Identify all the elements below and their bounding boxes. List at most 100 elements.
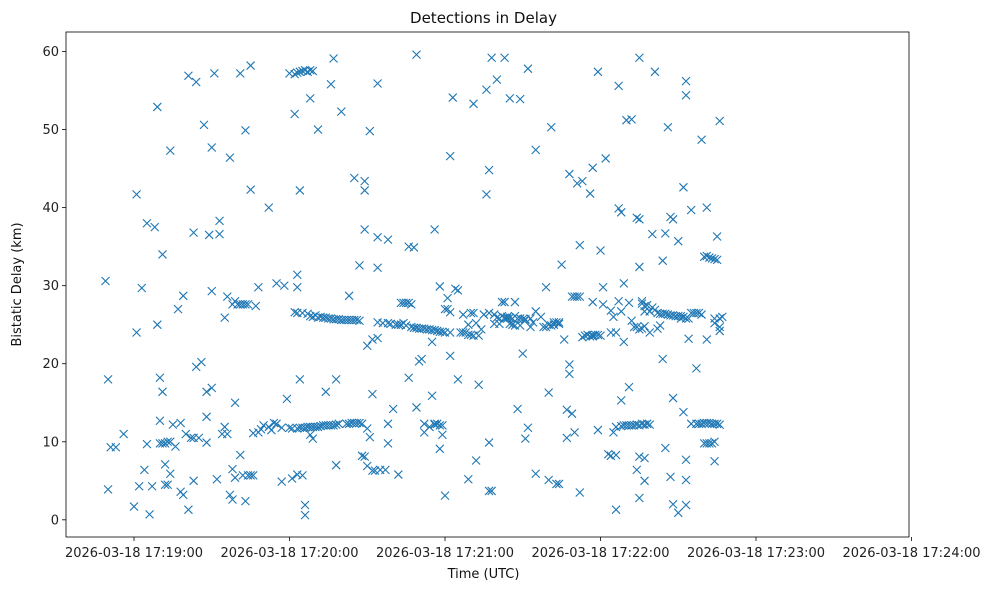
data-point: [565, 360, 574, 369]
data-point: [557, 260, 567, 269]
data-point: [593, 67, 603, 77]
data-point: [692, 364, 701, 373]
data-point: [186, 433, 196, 443]
data-point: [254, 282, 263, 292]
data-point: [632, 213, 642, 223]
data-point: [632, 465, 642, 475]
data-point: [355, 418, 364, 428]
data-point: [300, 510, 310, 520]
data-point: [596, 331, 605, 341]
data-point: [173, 304, 183, 314]
data-point: [360, 176, 370, 186]
data-point: [440, 304, 450, 314]
data-point: [326, 79, 336, 89]
data-point: [704, 253, 714, 262]
data-point: [474, 380, 484, 390]
data-point: [642, 300, 652, 310]
data-point: [634, 324, 644, 334]
data-point: [329, 54, 338, 63]
data-point: [191, 77, 201, 87]
data-point: [279, 281, 289, 291]
data-point: [357, 451, 367, 461]
data-point: [482, 189, 491, 199]
data-point: [681, 455, 691, 465]
data-point: [629, 322, 639, 332]
data-point: [679, 407, 688, 417]
data-point: [373, 79, 383, 88]
data-point: [438, 420, 447, 430]
data-point: [505, 93, 515, 103]
data-point: [474, 331, 484, 341]
data-point: [681, 76, 691, 86]
data-point: [539, 322, 548, 332]
data-point: [132, 189, 141, 199]
data-point: [611, 450, 621, 460]
data-point: [368, 389, 377, 399]
data-point: [692, 308, 701, 318]
data-point: [440, 491, 450, 501]
data-point: [225, 153, 235, 163]
data-point: [673, 508, 683, 518]
data-point: [660, 309, 670, 319]
data-point: [552, 479, 561, 489]
data-point: [225, 490, 235, 500]
data-point: [593, 425, 603, 435]
data-point: [658, 256, 668, 266]
data-point: [609, 428, 618, 437]
data-point: [588, 163, 598, 173]
data-point: [523, 64, 533, 74]
data-point: [435, 282, 445, 291]
data-point: [290, 109, 300, 119]
data-point: [241, 496, 250, 506]
data-point: [119, 429, 129, 439]
data-point: [577, 332, 587, 342]
data-point: [634, 452, 644, 461]
data-point: [365, 432, 375, 442]
data-point: [160, 438, 170, 448]
data-point: [368, 335, 377, 344]
data-point: [554, 317, 564, 327]
data-point: [697, 310, 706, 319]
data-point: [313, 125, 323, 134]
data-point: [352, 315, 362, 325]
data-point: [544, 475, 554, 485]
data-point: [593, 330, 603, 340]
data-point: [717, 312, 727, 322]
data-point: [640, 321, 649, 331]
data-point: [404, 373, 414, 383]
data-point: [277, 423, 287, 433]
data-point: [230, 473, 240, 483]
data-point: [715, 326, 725, 336]
data-point: [401, 321, 411, 330]
x-tick-label: 2026-03-18 17:21:00: [376, 546, 514, 561]
data-point: [189, 228, 198, 237]
data-point: [383, 438, 393, 448]
data-point: [383, 318, 393, 328]
data-point: [145, 509, 154, 519]
data-point: [541, 282, 551, 292]
data-point: [458, 310, 468, 319]
data-point: [585, 332, 595, 341]
data-point: [666, 472, 675, 482]
data-point: [373, 232, 383, 242]
data-point: [634, 53, 644, 63]
data-point: [202, 438, 211, 447]
data-point: [492, 313, 502, 323]
data-point: [368, 466, 377, 476]
data-point: [445, 328, 455, 337]
data-point: [139, 465, 149, 475]
data-point: [577, 176, 587, 186]
data-point: [570, 428, 579, 437]
data-point: [463, 474, 473, 484]
data-point: [373, 263, 383, 273]
data-point: [259, 420, 268, 430]
plot-frame: [65, 31, 910, 538]
data-point: [212, 474, 222, 484]
data-point: [712, 232, 722, 241]
data-point: [466, 308, 476, 318]
data-point: [103, 484, 113, 494]
data-point: [360, 225, 370, 234]
data-point: [518, 314, 528, 324]
data-point: [634, 262, 644, 272]
